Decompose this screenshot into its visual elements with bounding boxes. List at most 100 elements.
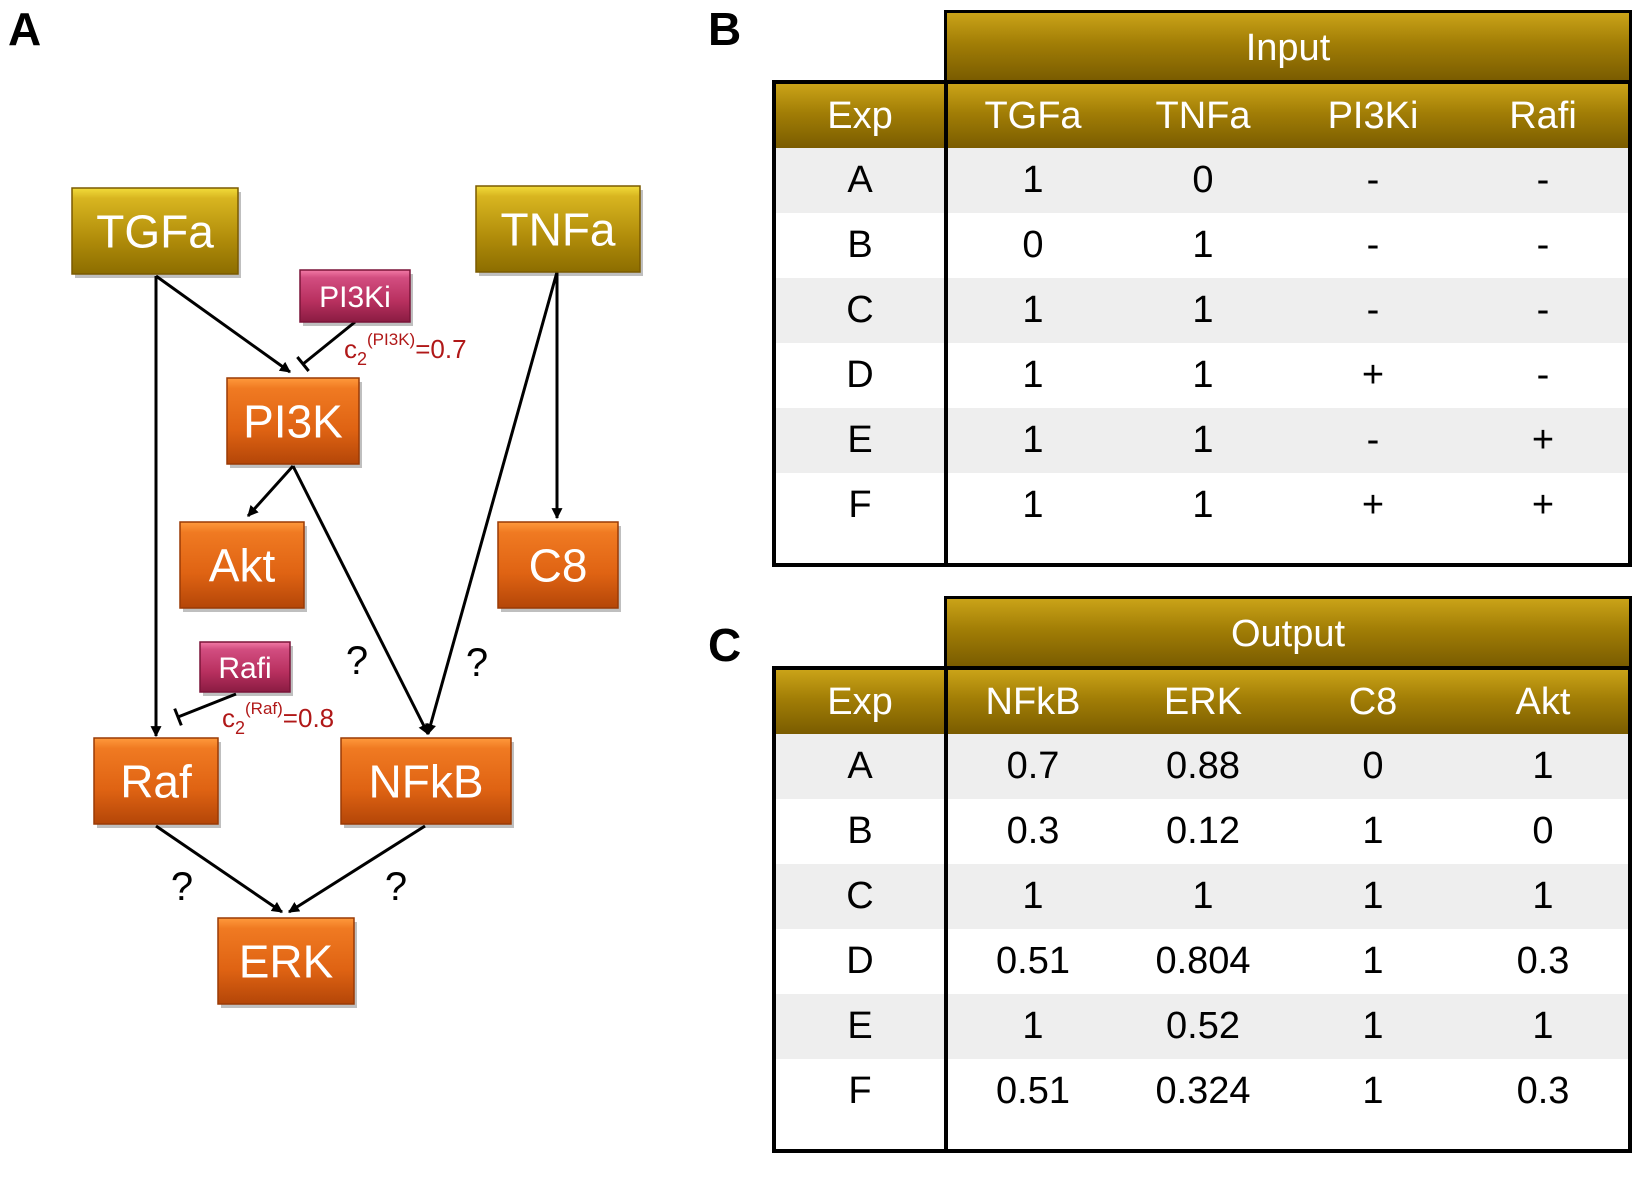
- output-value-cell: 0.7: [1006, 745, 1060, 787]
- output-value-cell: 0.804: [1155, 940, 1251, 982]
- input-value-cell: 1: [1192, 354, 1214, 396]
- output-table-row: F 0.51 0.324 1 0.3: [776, 1059, 1628, 1124]
- node-c8: C8: [497, 521, 621, 612]
- input-value-cell: +: [1531, 419, 1555, 461]
- output-value-cell: 0.52: [1166, 1005, 1240, 1047]
- input-value-cell: 1: [1192, 484, 1214, 526]
- input-value-cell: -: [1366, 224, 1380, 266]
- input-header-tgfa: TGFa: [984, 95, 1082, 137]
- network-diagram: TGFa TNFa PI3Ki PI3K Akt C8 Rafi Raf NFkB ERK ???…: [71, 185, 643, 1008]
- inhibitor-param-label: c2(PI3K)=0.7: [344, 330, 467, 369]
- output-value-cell: 1: [1022, 1005, 1044, 1047]
- output-table-divider: [944, 667, 948, 1149]
- unknown-edge-label: ?: [466, 641, 488, 685]
- input-value-cell: 1: [1022, 159, 1044, 201]
- node-box: [179, 521, 305, 609]
- output-value-cell: 0.88: [1166, 745, 1240, 787]
- input-exp-cell: F: [848, 484, 872, 526]
- input-exp-cell: D: [846, 354, 874, 396]
- input-value-cell: +: [1361, 484, 1385, 526]
- node-box: [475, 185, 641, 273]
- input-exp-cell: C: [846, 289, 874, 331]
- input-table-row: E 1 1 - +: [776, 408, 1628, 473]
- input-value-cell: 1: [1192, 419, 1214, 461]
- unknown-edge-label: ?: [346, 639, 368, 683]
- input-value-cell: 1: [1022, 354, 1044, 396]
- node-label: Raf: [120, 756, 192, 808]
- output-table-grid: Exp NFkB ERK C8 Akt A 0.7 0.88 0 1 B 0.3 0.12 1 0…: [772, 666, 1632, 1153]
- node-box: [71, 187, 239, 275]
- input-value-cell: -: [1536, 224, 1550, 266]
- output-header-akt: Akt: [1515, 681, 1571, 723]
- inhibition-edge: [177, 692, 237, 719]
- output-exp-cell: A: [847, 745, 873, 787]
- activation-edge: [246, 464, 295, 518]
- input-value-cell: +: [1361, 354, 1385, 396]
- input-value-cell: -: [1536, 354, 1550, 396]
- output-value-cell: 0.3: [1006, 810, 1060, 852]
- node-label: PI3K: [243, 396, 343, 448]
- output-table-row: E 1 0.52 1 1: [776, 994, 1628, 1059]
- panel-label-a: A: [8, 3, 42, 55]
- input-table-row: D 1 1 + -: [776, 343, 1628, 408]
- output-value-cell: 1: [1192, 875, 1214, 917]
- input-exp-cell: A: [847, 159, 873, 201]
- node-box: [299, 269, 411, 323]
- input-table-header-row: Exp TGFa TNFa PI3Ki Rafi: [776, 84, 1628, 152]
- activation-edge: [155, 274, 291, 374]
- node-label: C8: [529, 540, 588, 592]
- node-layer: TGFa TNFa PI3Ki PI3K Akt C8 Rafi Raf NFkB ERK: [71, 185, 643, 1008]
- unknown-edge-label: ?: [385, 865, 407, 909]
- output-value-cell: 1: [1362, 1005, 1384, 1047]
- input-header-rafi: Rafi: [1509, 95, 1577, 137]
- node-label: ERK: [239, 936, 334, 988]
- input-table-divider: [944, 81, 948, 563]
- panel-label-b: B: [708, 3, 742, 55]
- output-value-cell: 0.51: [996, 940, 1070, 982]
- output-header-erk: ERK: [1163, 681, 1243, 723]
- inhibition-edge: [302, 320, 356, 366]
- output-value-cell: 1: [1022, 875, 1044, 917]
- output-table-row: D 0.51 0.804 1 0.3: [776, 929, 1628, 994]
- output-value-cell: 1: [1362, 875, 1384, 917]
- panel-label-c: C: [708, 619, 742, 671]
- output-value-cell: 1: [1532, 745, 1554, 787]
- node-nfkb: NFkB: [340, 737, 514, 828]
- output-exp-cell: E: [847, 1005, 873, 1047]
- output-value-cell: 0.12: [1166, 810, 1240, 852]
- node-akt: Akt: [179, 521, 307, 612]
- output-header-nfkb: NFkB: [985, 681, 1081, 723]
- node-label: Akt: [209, 540, 276, 592]
- edge-layer: [150, 271, 563, 914]
- input-value-cell: -: [1536, 289, 1550, 331]
- node-tgfa: TGFa: [71, 187, 241, 278]
- output-value-cell: 0.51: [996, 1070, 1070, 1112]
- activation-edge: [155, 824, 283, 914]
- output-exp-cell: D: [846, 940, 874, 982]
- output-exp-cell: B: [847, 810, 873, 852]
- node-label: PI3Ki: [319, 281, 391, 314]
- activation-edge: [291, 465, 430, 735]
- node-raf: Raf: [93, 737, 221, 828]
- output-value-cell: 0.3: [1516, 1070, 1570, 1112]
- output-table-row: C 1 1 1 1: [776, 864, 1628, 929]
- node-erk: ERK: [217, 917, 357, 1008]
- output-value-cell: 1: [1362, 940, 1384, 982]
- input-table-row: B 0 1 - -: [776, 213, 1628, 278]
- label-layer: ??? ? c2(PI3K)=0.7 c2(Raf)=0.8: [171, 330, 488, 909]
- input-value-cell: 1: [1192, 224, 1214, 266]
- input-value-cell: -: [1536, 159, 1550, 201]
- output-header-c8: C8: [1348, 681, 1398, 723]
- node-label: NFkB: [369, 756, 484, 808]
- node-label: TGFa: [96, 206, 214, 258]
- node-box: [497, 521, 619, 609]
- input-value-cell: -: [1366, 289, 1380, 331]
- output-header-exp: Exp: [827, 681, 893, 723]
- node-box: [217, 917, 355, 1005]
- input-table-row: C 1 1 - -: [776, 278, 1628, 343]
- output-exp-cell: C: [846, 875, 874, 917]
- node-label: Rafi: [218, 652, 271, 685]
- node-rafi: Rafi: [199, 641, 293, 696]
- input-value-cell: 0: [1192, 159, 1214, 201]
- node-box: [226, 377, 360, 465]
